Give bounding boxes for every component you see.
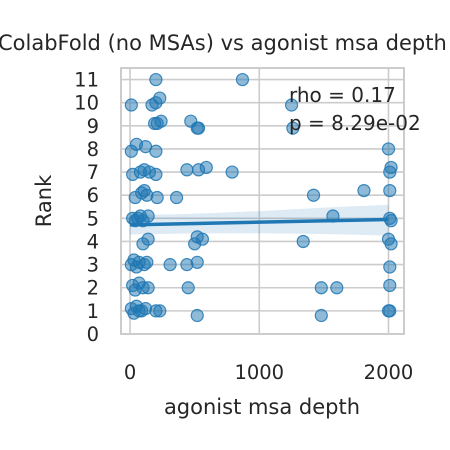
y-tick-label-0: 0 [87,323,99,346]
regression-line [130,217,389,227]
y-tick-label-4: 4 [87,230,99,253]
data-point-83 [190,308,204,323]
data-point-12 [191,121,206,135]
data-point-82 [153,304,167,318]
x-tick-label-0: 0 [124,361,136,384]
data-point-52 [195,232,210,246]
data-point-53 [296,234,310,249]
plot-frame [120,67,405,335]
data-point-18 [381,142,396,156]
data-point-64 [190,255,204,269]
data-point-55 [384,237,398,251]
y-tick-label-2: 2 [87,277,99,300]
data-point-24 [180,163,194,177]
data-point-86 [383,304,397,318]
data-point-27 [225,165,239,179]
p-value-annotation: p = 8.29e-02 [289,111,421,135]
data-point-36 [306,188,321,202]
data-point-35 [169,190,184,205]
data-point-71 [181,281,195,295]
data-point-9 [154,114,168,128]
y-tick-label-3: 3 [87,254,99,277]
data-point-26 [199,160,213,175]
data-point-65 [383,260,397,274]
data-point-61 [140,255,154,269]
data-point-70 [141,281,155,295]
data-point-84 [314,308,328,323]
y-tick-label-6: 6 [87,184,99,207]
data-point-5 [153,91,167,105]
data-point-29 [384,160,398,175]
data-point-23 [149,167,163,181]
y-tick-label-8: 8 [87,138,99,161]
data-point-72 [314,281,328,295]
y-tick-label-10: 10 [74,92,99,115]
grid [121,68,404,335]
data-point-17 [149,144,163,158]
y-tick-label-5: 5 [87,207,99,230]
x-tick-label-2: 2000 [364,361,414,384]
data-point-49 [141,232,155,246]
confidence-band [130,204,389,236]
y-tick-label-7: 7 [87,161,99,184]
data-point-2 [124,98,138,112]
data-point-74 [383,278,397,293]
data-point-44 [141,209,155,223]
confidence-band-layer [130,204,389,236]
y-tick-label-9: 9 [87,115,99,138]
x-tick-labels: 0 1000 2000 [124,361,413,384]
data-point-62 [163,258,177,272]
data-point-6 [284,98,299,112]
y-tick-label-1: 1 [87,300,99,323]
x-tick-label-1: 1000 [234,361,284,384]
data-point-38 [383,183,397,198]
rho-annotation: rho = 0.17 [289,83,396,107]
chart-title: ColabFold (no MSAs) vs agonist msa depth [0,31,447,55]
data-point-37 [357,183,371,198]
data-point-0 [149,72,163,87]
data-point-13 [286,121,300,135]
data-point-34 [150,190,164,205]
y-axis-label: Rank [32,174,56,227]
data-point-1 [235,72,250,87]
y-tick-label-11: 11 [74,69,99,92]
x-axis-label: agonist msa depth [164,395,360,419]
regression-layer [130,217,389,227]
data-point-73 [330,281,344,295]
